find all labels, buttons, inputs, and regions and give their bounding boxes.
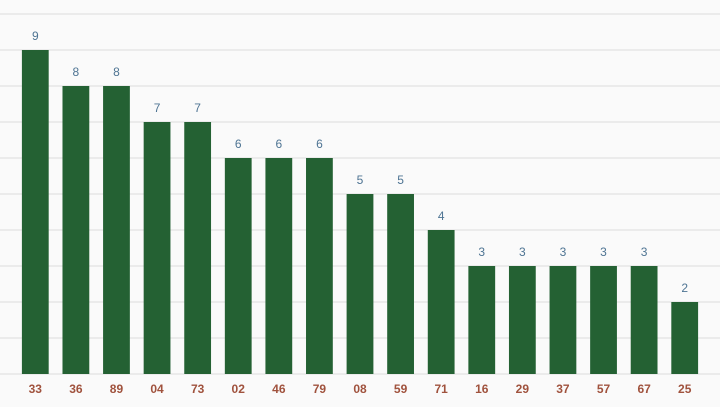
x-tick-label: 04 xyxy=(150,382,164,396)
bar xyxy=(224,158,252,374)
x-tick-label: 79 xyxy=(313,382,327,396)
value-label: 3 xyxy=(641,245,648,259)
bar xyxy=(346,194,374,374)
bar xyxy=(184,122,212,374)
bar xyxy=(590,266,617,374)
x-tick-label: 73 xyxy=(191,382,205,396)
value-label: 2 xyxy=(681,281,688,295)
value-label: 3 xyxy=(519,245,526,259)
value-label: 5 xyxy=(397,173,404,187)
value-label: 4 xyxy=(438,209,445,223)
value-label: 8 xyxy=(73,65,80,79)
value-label: 8 xyxy=(113,65,120,79)
value-label: 6 xyxy=(235,137,242,151)
x-tick-label: 89 xyxy=(110,382,124,396)
value-label: 5 xyxy=(357,173,364,187)
bar xyxy=(62,86,90,374)
x-tick-label: 08 xyxy=(353,382,367,396)
x-tick-label: 02 xyxy=(232,382,246,396)
bar xyxy=(671,302,699,374)
bar xyxy=(21,50,49,374)
bar xyxy=(549,266,577,374)
value-label: 3 xyxy=(600,245,607,259)
value-label: 3 xyxy=(560,245,567,259)
value-label: 6 xyxy=(316,137,323,151)
bar xyxy=(143,122,171,374)
x-tick-label: 36 xyxy=(69,382,83,396)
bar xyxy=(103,86,130,374)
x-tick-label: 71 xyxy=(434,382,448,396)
bar xyxy=(427,230,455,374)
value-label: 7 xyxy=(194,101,201,115)
x-tick-label: 16 xyxy=(475,382,489,396)
x-tick-label: 33 xyxy=(29,382,43,396)
x-tick-label: 57 xyxy=(597,382,611,396)
value-label: 3 xyxy=(478,245,485,259)
value-label: 6 xyxy=(275,137,282,151)
x-tick-label: 67 xyxy=(637,382,651,396)
x-tick-label: 25 xyxy=(678,382,692,396)
bar xyxy=(468,266,496,374)
bar xyxy=(387,194,414,374)
value-label: 9 xyxy=(32,29,39,43)
x-tick-label: 37 xyxy=(556,382,570,396)
x-tick-label: 46 xyxy=(272,382,286,396)
value-label: 7 xyxy=(154,101,161,115)
bar xyxy=(306,158,333,374)
x-tick-label: 29 xyxy=(516,382,530,396)
bar xyxy=(508,266,536,374)
bar xyxy=(265,158,293,374)
x-tick-label: 59 xyxy=(394,382,408,396)
bar xyxy=(630,266,658,374)
